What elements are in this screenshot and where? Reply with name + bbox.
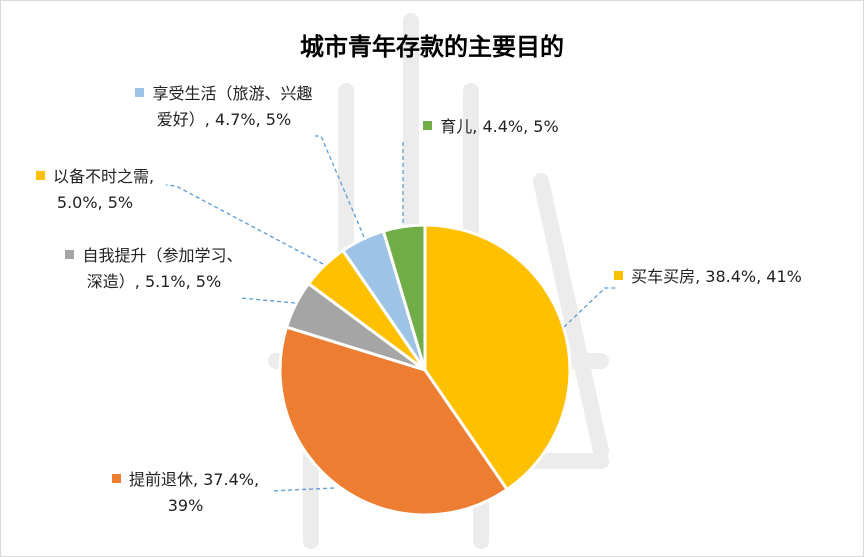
data-label: 买车买房, 38.4%, 41% bbox=[613, 264, 803, 290]
chart-title: 城市青年存款的主要目的 bbox=[300, 33, 564, 61]
data-label: 以备不时之需, 5.0%, 5% bbox=[19, 164, 171, 216]
pie-slice bbox=[278, 325, 510, 517]
data-label: 育儿, 4.4%, 5% bbox=[396, 114, 586, 140]
leader-line bbox=[240, 297, 296, 304]
leader-line bbox=[563, 287, 616, 328]
leader-line bbox=[270, 487, 335, 492]
pie-slice bbox=[423, 223, 572, 492]
leader-line bbox=[313, 135, 365, 238]
data-label: 享受生活（旅游、兴趣爱好）, 4.7%, 5% bbox=[129, 81, 319, 133]
legend-key-icon bbox=[35, 171, 45, 180]
data-label: 提前退休, 37.4%, 39% bbox=[93, 467, 278, 519]
legend-key-icon bbox=[135, 88, 145, 97]
pie-slice bbox=[381, 223, 427, 371]
data-label-text: 提前退休, 37.4%, 39% bbox=[128, 470, 260, 515]
data-label-text: 育儿, 4.4%, 5% bbox=[440, 117, 559, 136]
legend-key-icon bbox=[65, 250, 75, 259]
data-label: 自我提升（参加学习、深造）, 5.1%, 5% bbox=[59, 243, 249, 295]
data-label-text: 自我提升（参加学习、深造）, 5.1%, 5% bbox=[82, 246, 243, 291]
legend-key-icon bbox=[614, 271, 624, 280]
data-label-text: 买车买房, 38.4%, 41% bbox=[631, 267, 802, 286]
data-label-text: 享受生活（旅游、兴趣爱好）, 4.7%, 5% bbox=[152, 84, 313, 129]
data-label-text: 以备不时之需, 5.0%, 5% bbox=[52, 167, 155, 212]
legend-key-icon bbox=[423, 121, 433, 130]
legend-key-icon bbox=[111, 474, 121, 483]
